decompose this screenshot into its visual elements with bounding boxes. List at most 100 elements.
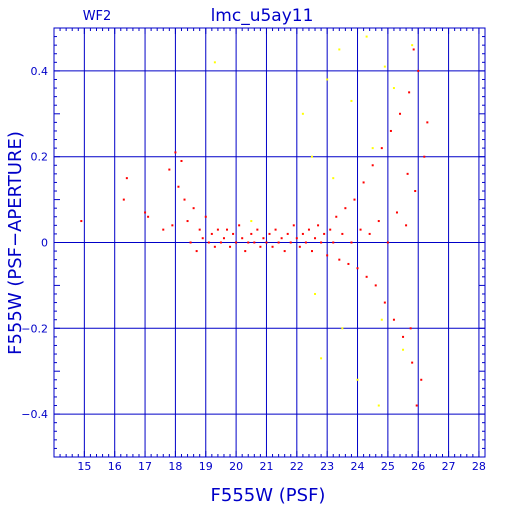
chart-title: lmc_u5ay11 [211,6,314,26]
x-tick-label: 17 [138,460,152,473]
data-point-red [344,207,347,210]
data-point-yellow [250,220,253,223]
data-point-yellow [350,99,353,102]
data-point-red [80,220,83,223]
data-point-red [392,318,395,321]
data-point-red [235,241,238,244]
data-point-red [189,241,192,244]
data-point-red [409,327,412,330]
data-point-red [210,232,213,235]
data-point-red [144,211,147,214]
data-point-yellow [380,318,383,321]
data-point-red [213,245,216,248]
data-point-yellow [402,348,405,351]
data-point-red [180,159,183,162]
data-point-red [320,241,323,244]
y-tick-labels: −0.4 −0.2 0 0.2 0.4 [21,65,48,421]
data-point-red [219,241,222,244]
x-tick-label: 21 [259,460,273,473]
grid-lines [54,28,485,457]
data-point-red [301,232,304,235]
x-tick-label: 19 [199,460,213,473]
plot-frame [53,27,486,458]
data-point-red [256,228,259,231]
data-point-yellow [314,292,317,295]
data-point-red [201,237,204,240]
data-point-yellow [310,155,313,158]
data-point-red [405,224,408,227]
data-point-red [192,207,195,210]
data-point-red [195,250,198,253]
data-point-red [383,301,386,304]
data-point-red [402,335,405,338]
x-tick-label: 26 [411,460,425,473]
x-tick-label: 15 [77,460,91,473]
y-tick-label: −0.4 [21,408,48,421]
data-point-red [329,228,332,231]
data-point-yellow [377,404,380,407]
data-point-red [207,241,210,244]
data-point-red [244,250,247,253]
data-point-red [417,69,420,72]
data-point-red [326,254,329,257]
data-point-red [174,151,177,154]
data-point-red [338,258,341,261]
data-point-red [222,237,225,240]
data-point-yellow [371,147,374,150]
data-points [80,35,429,407]
data-point-red [423,155,426,158]
data-point-red [147,215,150,218]
data-point-red [414,190,417,193]
data-point-red [186,220,189,223]
data-point-red [259,245,262,248]
data-point-red [262,237,265,240]
data-point-red [389,129,392,132]
data-point-red [271,245,274,248]
data-point-red [335,215,338,218]
data-point-red [411,361,414,364]
data-point-yellow [320,357,323,360]
data-point-red [426,121,429,124]
data-point-red [247,241,250,244]
data-point-red [408,91,411,94]
data-point-yellow [213,61,216,64]
data-point-red [241,237,244,240]
data-point-red [356,267,359,270]
x-tick-label: 23 [320,460,334,473]
data-point-yellow [392,87,395,90]
data-point-red [125,177,128,180]
data-point-red [362,181,365,184]
x-tick-label: 25 [381,460,395,473]
data-point-red [286,232,289,235]
data-point-red [162,228,165,231]
data-point-red [307,228,310,231]
data-point-red [341,232,344,235]
data-point-red [216,228,219,231]
data-point-red [289,241,292,244]
data-point-red [399,112,402,115]
data-point-yellow [365,35,368,38]
data-point-red [183,198,186,201]
data-point-red [310,250,313,253]
data-point-red [171,224,174,227]
data-point-red [353,198,356,201]
data-point-red [304,241,307,244]
data-point-red [177,185,180,188]
data-point-yellow [332,177,335,180]
data-point-red [122,198,125,201]
data-point-red [198,228,201,231]
data-point-red [359,228,362,231]
data-point-red [395,211,398,214]
x-tick-label: 18 [168,460,182,473]
data-point-red [368,232,371,235]
x-tick-label: 24 [351,460,365,473]
data-point-red [380,147,383,150]
y-tick-label: 0 [41,237,48,250]
data-point-red [274,228,277,231]
data-point-yellow [411,44,414,47]
data-point-red [232,232,235,235]
data-point-red [365,275,368,278]
x-tick-label: 20 [229,460,243,473]
data-point-red [332,241,335,244]
